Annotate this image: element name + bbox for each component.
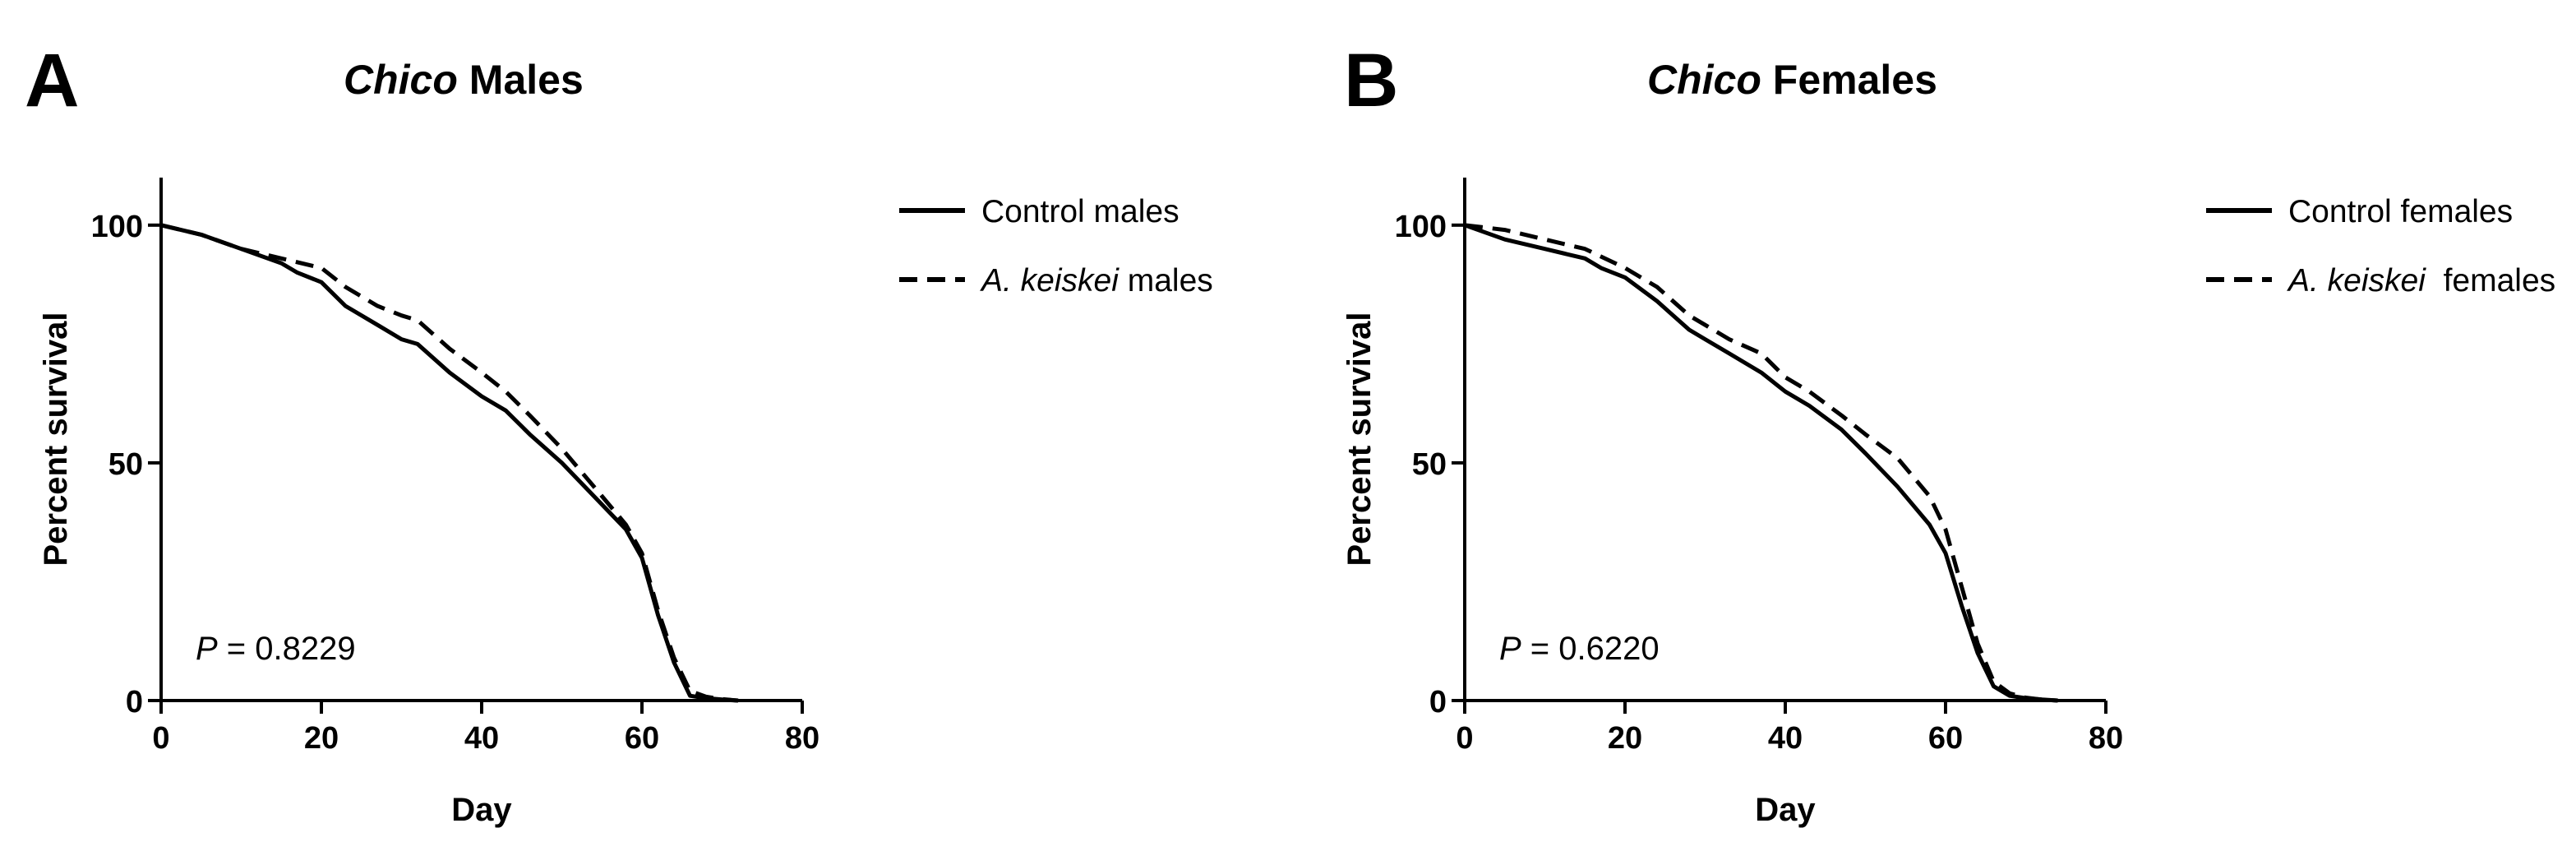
y-tick-label: 50 — [108, 447, 143, 482]
x-tick-label: 60 — [625, 721, 659, 756]
y-tick-label: 0 — [126, 685, 143, 719]
series-line-treated — [160, 223, 739, 703]
legend-label: A. keiskei females — [2287, 263, 2555, 298]
legend-label: A. keiskei males — [980, 263, 1213, 298]
x-tick-label: 0 — [1456, 721, 1473, 756]
legend-label-rest: males — [1119, 263, 1213, 298]
chart-title-rest: Males — [457, 57, 584, 103]
p-value-symbol: P — [196, 631, 218, 667]
chart-title: Chico Males — [344, 59, 584, 100]
legend-label: Control males — [981, 194, 1180, 229]
x-tick-label: 20 — [304, 721, 339, 756]
x-tick-label: 60 — [1928, 721, 1963, 756]
survival-chart-a: 0 20 40 60 80 0 50 100 Day Percent survival Contro… — [38, 178, 1213, 828]
legend-label-italic: A. keiskei — [2287, 263, 2426, 298]
y-axis-title: Percent survival — [38, 312, 74, 566]
x-tick-label: 40 — [1768, 721, 1803, 756]
panel-b: B Chico Females 0 20 40 60 80 0 50 100 Day Percen… — [1288, 0, 2576, 865]
legend-label-rest: females — [2426, 263, 2555, 298]
chart-title: Chico Females — [1647, 59, 1937, 100]
series-line-control — [160, 223, 739, 703]
legend-label: Control females — [2288, 194, 2513, 229]
legend-label-rest: Control males — [981, 194, 1180, 229]
panel-a: A Chico Males 0 20 40 60 80 0 50 100 Day Percent … — [25, 39, 1213, 828]
x-tick-label: 80 — [2089, 721, 2123, 756]
x-tick-label: 40 — [464, 721, 499, 756]
legend-label-italic: A. keiskei — [980, 263, 1119, 298]
x-tick-label: 20 — [1608, 721, 1642, 756]
x-tick-label: 0 — [152, 721, 169, 756]
series-line-control — [1464, 223, 2058, 703]
p-value-annotation: P = 0.8229 — [196, 631, 356, 667]
x-axis-title: Day — [451, 792, 512, 828]
x-tick-label: 80 — [785, 721, 819, 756]
p-value-annotation: P = 0.6220 — [1499, 631, 1660, 667]
chart-title-rest: Females — [1761, 57, 1937, 103]
legend-label-rest: Control females — [2288, 194, 2513, 229]
panel-letter: B — [1344, 39, 1399, 123]
y-axis-title: Percent survival — [1341, 312, 1378, 566]
y-tick-label: 100 — [91, 210, 143, 244]
y-tick-label: 0 — [1429, 685, 1447, 719]
chart-title-italic: Chico — [1647, 57, 1761, 103]
chart-title-italic: Chico — [344, 57, 458, 103]
p-value-text: = 0.8229 — [218, 631, 356, 667]
x-axis-title: Day — [1755, 792, 1816, 828]
p-value-text: = 0.6220 — [1521, 631, 1660, 667]
y-tick-label: 100 — [1395, 210, 1447, 244]
y-tick-label: 50 — [1412, 447, 1447, 482]
panel-letter: A — [25, 39, 80, 123]
survival-chart-b: 0 20 40 60 80 0 50 100 Day Percent survival Contro… — [1341, 178, 2555, 828]
p-value-symbol: P — [1499, 631, 1521, 667]
